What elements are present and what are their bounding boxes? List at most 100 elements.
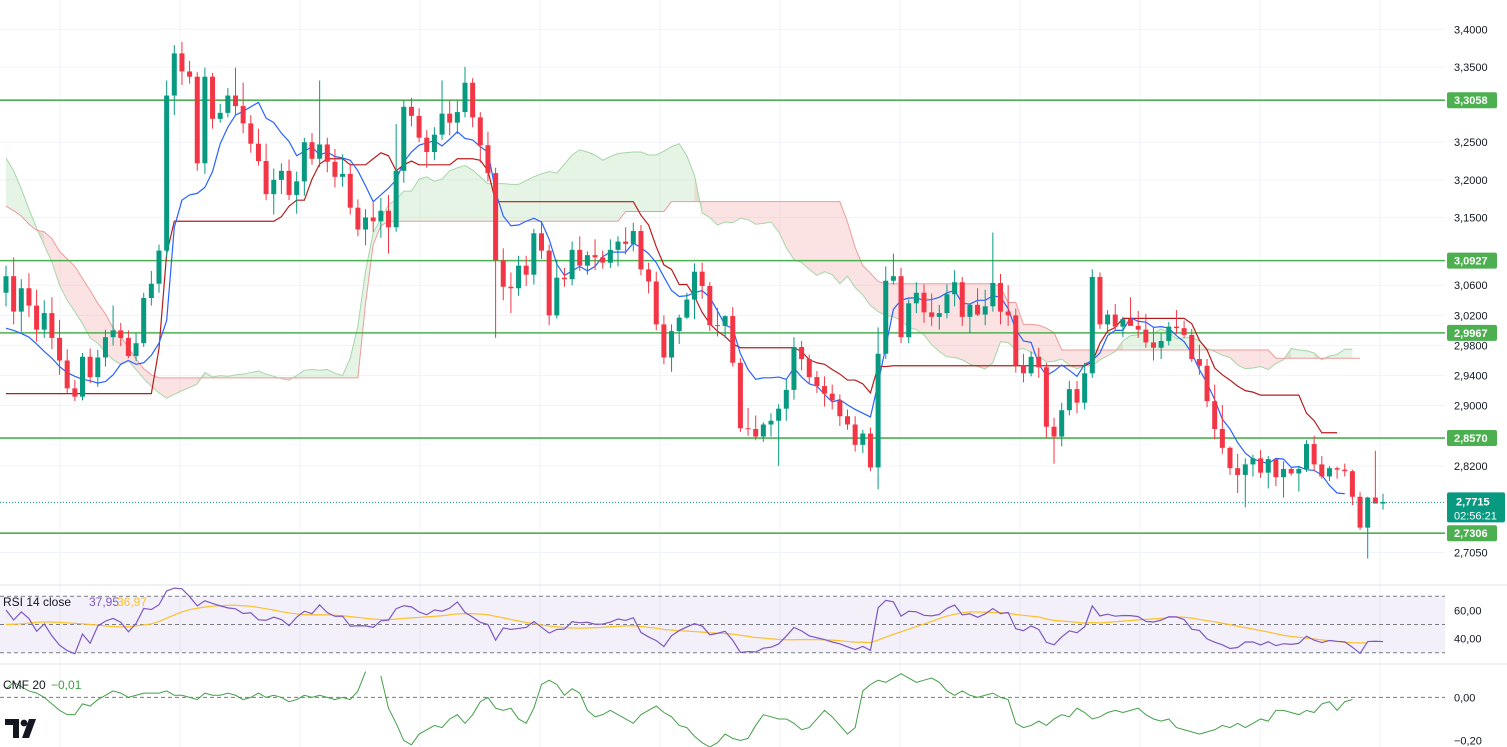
- candle[interactable]: [355, 199, 361, 237]
- candle[interactable]: [1296, 465, 1302, 492]
- candle-body[interactable]: [722, 316, 728, 326]
- candle[interactable]: [1349, 469, 1355, 506]
- cmf-line[interactable]: [5, 671, 367, 716]
- candle-body[interactable]: [539, 233, 544, 251]
- candle[interactable]: [1173, 310, 1179, 335]
- candle[interactable]: [592, 239, 598, 271]
- candle-body[interactable]: [286, 170, 292, 195]
- candle[interactable]: [500, 248, 506, 301]
- candle-body[interactable]: [263, 161, 269, 195]
- candle-body[interactable]: [1326, 468, 1332, 477]
- candle[interactable]: [630, 222, 636, 252]
- candle-body[interactable]: [386, 210, 391, 228]
- candle-body[interactable]: [584, 255, 590, 266]
- candle[interactable]: [278, 163, 284, 195]
- candle-body[interactable]: [1296, 468, 1302, 474]
- candle[interactable]: [118, 322, 124, 347]
- candle-body[interactable]: [753, 429, 759, 437]
- candle[interactable]: [791, 337, 797, 400]
- candle[interactable]: [11, 257, 17, 325]
- candle-body[interactable]: [1173, 326, 1179, 329]
- candle[interactable]: [806, 354, 812, 384]
- candle[interactable]: [1334, 466, 1340, 479]
- candle-body[interactable]: [493, 173, 499, 261]
- candle[interactable]: [1189, 328, 1195, 363]
- candle-body[interactable]: [875, 353, 881, 468]
- candle-body[interactable]: [431, 134, 437, 152]
- candle[interactable]: [294, 171, 300, 214]
- candle[interactable]: [1319, 456, 1325, 479]
- candle[interactable]: [95, 349, 101, 387]
- candle[interactable]: [745, 407, 751, 436]
- candle[interactable]: [34, 289, 40, 342]
- candle[interactable]: [462, 66, 468, 118]
- candle-body[interactable]: [309, 142, 315, 159]
- candle[interactable]: [760, 422, 766, 442]
- candle[interactable]: [347, 163, 353, 215]
- candle-body[interactable]: [1281, 468, 1287, 478]
- candle[interactable]: [1151, 326, 1156, 361]
- candle[interactable]: [171, 45, 177, 116]
- candle-body[interactable]: [638, 231, 644, 270]
- candle[interactable]: [623, 227, 629, 255]
- candle-body[interactable]: [1051, 426, 1057, 437]
- candle[interactable]: [202, 67, 208, 174]
- candle[interactable]: [898, 267, 904, 344]
- candle[interactable]: [1089, 269, 1095, 378]
- candle[interactable]: [982, 289, 988, 326]
- candle[interactable]: [860, 429, 866, 454]
- candle[interactable]: [699, 262, 705, 299]
- candle[interactable]: [929, 293, 935, 326]
- candle-body[interactable]: [1342, 469, 1348, 472]
- candle[interactable]: [1304, 440, 1309, 472]
- candle[interactable]: [508, 272, 514, 314]
- candle-body[interactable]: [921, 292, 927, 313]
- rsi-pane[interactable]: 60,00 40,00: [0, 587, 1482, 655]
- candle-body[interactable]: [470, 82, 476, 118]
- candle[interactable]: [80, 352, 85, 401]
- candle-body[interactable]: [125, 337, 131, 356]
- candle[interactable]: [1166, 322, 1172, 346]
- candle-body[interactable]: [1028, 356, 1034, 374]
- candle-body[interactable]: [278, 170, 284, 180]
- candle-body[interactable]: [1265, 459, 1271, 473]
- candle-body[interactable]: [1372, 497, 1378, 504]
- candle[interactable]: [49, 297, 55, 350]
- candle[interactable]: [187, 60, 193, 84]
- candle[interactable]: [1066, 380, 1072, 416]
- candle[interactable]: [967, 303, 973, 334]
- candle-body[interactable]: [890, 276, 896, 281]
- candle[interactable]: [3, 265, 9, 307]
- candle[interactable]: [906, 299, 912, 344]
- candle[interactable]: [1365, 496, 1371, 559]
- candle-body[interactable]: [317, 144, 323, 159]
- candle[interactable]: [936, 304, 942, 330]
- candle-body[interactable]: [179, 53, 185, 72]
- candle-body[interactable]: [1066, 389, 1072, 411]
- candle[interactable]: [416, 108, 422, 143]
- candle-body[interactable]: [240, 106, 246, 124]
- candle-body[interactable]: [1105, 314, 1111, 325]
- candle-body[interactable]: [1349, 471, 1355, 497]
- candle[interactable]: [814, 371, 820, 393]
- candlesticks[interactable]: [3, 42, 1386, 559]
- candle-body[interactable]: [1143, 329, 1149, 343]
- candle-body[interactable]: [1059, 410, 1065, 437]
- candle-body[interactable]: [171, 53, 177, 96]
- candle[interactable]: [607, 239, 613, 268]
- candle-body[interactable]: [684, 299, 690, 318]
- candle[interactable]: [470, 78, 476, 128]
- candle-body[interactable]: [913, 292, 919, 304]
- candle[interactable]: [883, 266, 889, 360]
- candle-body[interactable]: [615, 241, 621, 250]
- candle-body[interactable]: [776, 408, 782, 421]
- candle[interactable]: [867, 427, 873, 472]
- candle-body[interactable]: [1020, 365, 1026, 374]
- candle[interactable]: [845, 409, 850, 430]
- candle[interactable]: [1005, 285, 1011, 326]
- candle[interactable]: [477, 112, 483, 163]
- candle[interactable]: [485, 131, 491, 182]
- candle[interactable]: [271, 168, 277, 215]
- candle[interactable]: [952, 270, 958, 307]
- candle-body[interactable]: [982, 306, 988, 315]
